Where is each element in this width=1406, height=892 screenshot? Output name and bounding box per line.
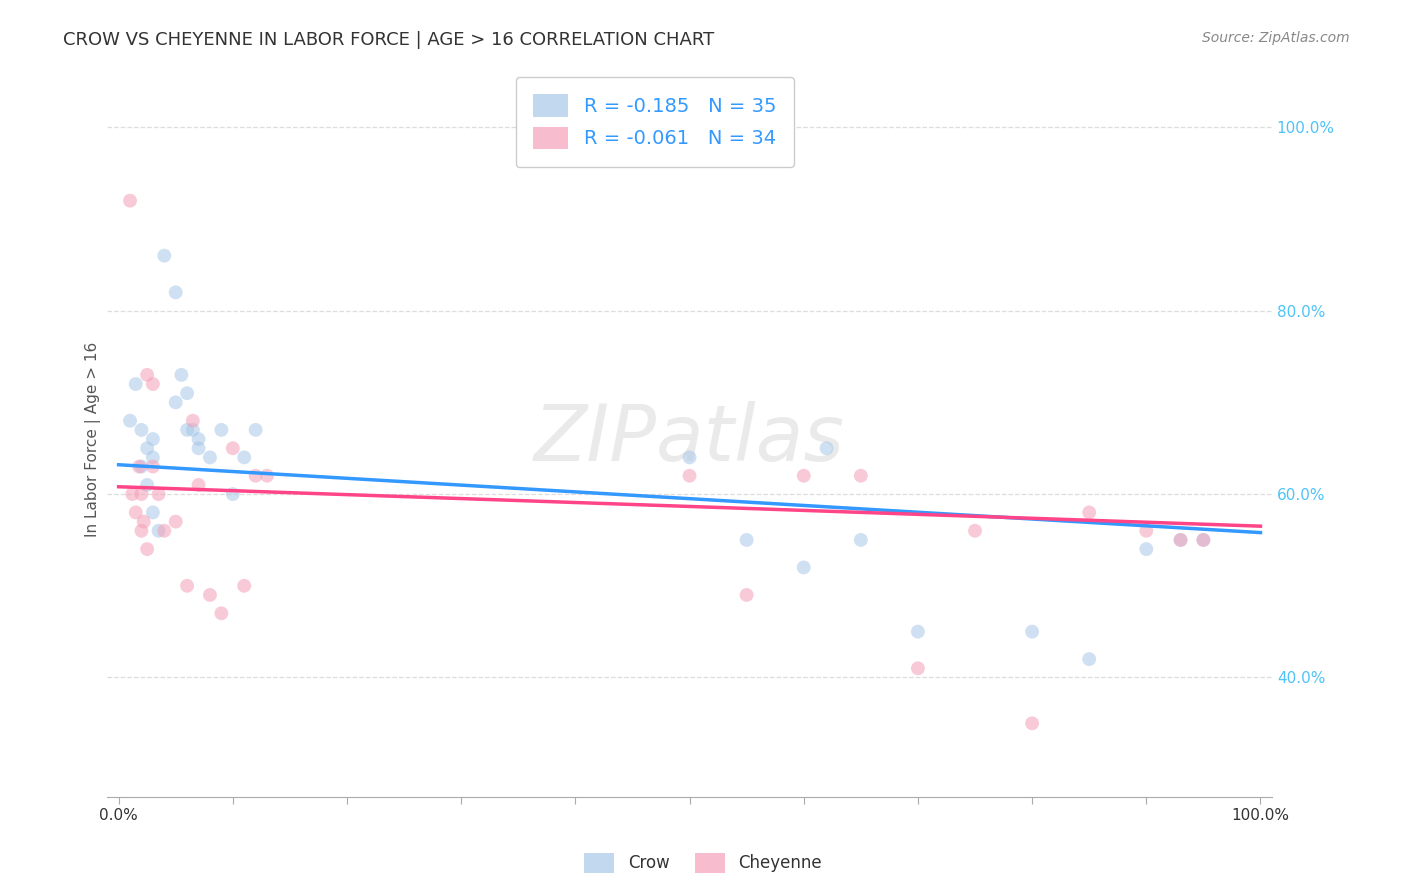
Point: [142, 377, 165, 392]
Point: [245, 423, 267, 437]
Point: [222, 487, 245, 501]
Point: [128, 459, 150, 474]
Point: [118, 414, 141, 428]
Point: [165, 395, 187, 409]
Point: [1135, 542, 1157, 557]
Point: [131, 487, 153, 501]
Point: [907, 661, 929, 675]
Point: [233, 579, 256, 593]
Point: [209, 607, 232, 621]
Point: [132, 515, 155, 529]
Text: ZIPatlas: ZIPatlas: [534, 401, 845, 477]
Point: [131, 423, 153, 437]
Point: [121, 487, 143, 501]
Point: [181, 414, 204, 428]
Point: [165, 285, 187, 300]
Point: [793, 468, 815, 483]
Point: [1021, 716, 1043, 731]
Point: [125, 377, 148, 392]
Point: [793, 560, 815, 574]
Point: [1170, 533, 1192, 547]
Point: [209, 423, 232, 437]
Point: [1192, 533, 1215, 547]
Point: [1170, 533, 1192, 547]
Point: [176, 579, 198, 593]
Point: [148, 487, 170, 501]
Point: [148, 524, 170, 538]
Point: [678, 468, 700, 483]
Point: [136, 542, 159, 557]
Point: [256, 468, 278, 483]
Point: [142, 450, 165, 465]
Legend: R = -0.185   N = 35, R = -0.061   N = 34: R = -0.185 N = 35, R = -0.061 N = 34: [516, 77, 793, 167]
Point: [198, 450, 221, 465]
Point: [187, 478, 209, 492]
Point: [165, 515, 187, 529]
Point: [125, 505, 148, 519]
Y-axis label: In Labor Force | Age > 16: In Labor Force | Age > 16: [86, 342, 101, 537]
Point: [181, 423, 204, 437]
Point: [735, 533, 758, 547]
Point: [142, 505, 165, 519]
Point: [849, 533, 872, 547]
Legend: Crow, Cheyenne: Crow, Cheyenne: [578, 847, 828, 880]
Point: [131, 524, 153, 538]
Point: [153, 249, 176, 263]
Point: [136, 478, 159, 492]
Point: [176, 386, 198, 401]
Point: [233, 450, 256, 465]
Point: [136, 368, 159, 382]
Point: [222, 442, 245, 456]
Point: [187, 432, 209, 446]
Text: CROW VS CHEYENNE IN LABOR FORCE | AGE > 16 CORRELATION CHART: CROW VS CHEYENNE IN LABOR FORCE | AGE > …: [63, 31, 714, 49]
Point: [153, 524, 176, 538]
Point: [1192, 533, 1215, 547]
Point: [198, 588, 221, 602]
Point: [815, 442, 838, 456]
Point: [907, 624, 929, 639]
Point: [1078, 652, 1101, 666]
Point: [142, 459, 165, 474]
Point: [963, 524, 986, 538]
Point: [170, 368, 193, 382]
Point: [849, 468, 872, 483]
Point: [1135, 524, 1157, 538]
Point: [136, 442, 159, 456]
Point: [678, 450, 700, 465]
Point: [1078, 505, 1101, 519]
Point: [187, 442, 209, 456]
Point: [131, 459, 153, 474]
Point: [1021, 624, 1043, 639]
Point: [245, 468, 267, 483]
Point: [118, 194, 141, 208]
Point: [735, 588, 758, 602]
Text: Source: ZipAtlas.com: Source: ZipAtlas.com: [1202, 31, 1350, 45]
Point: [142, 432, 165, 446]
Point: [176, 423, 198, 437]
